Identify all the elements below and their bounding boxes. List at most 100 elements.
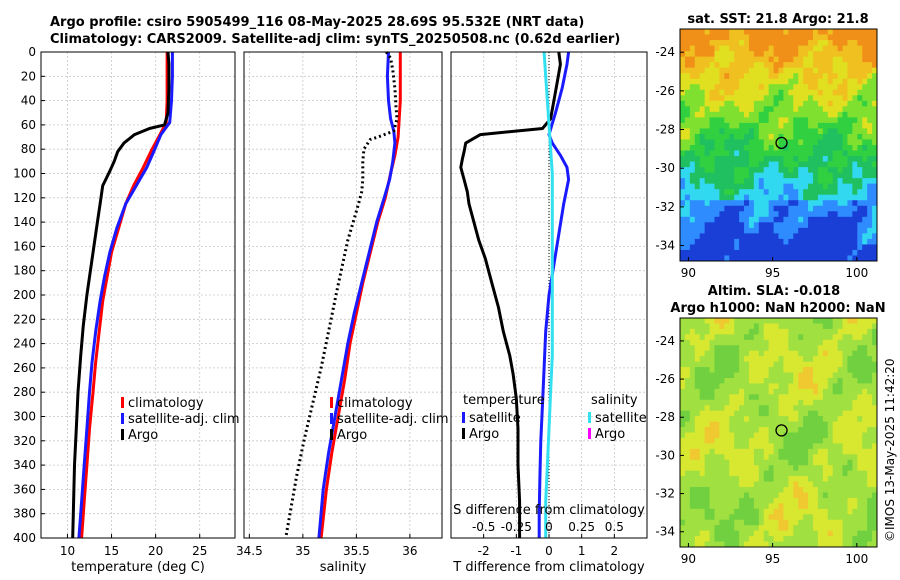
map-cell <box>842 145 848 152</box>
y-tick-label: 80 <box>21 142 36 156</box>
map-cell <box>739 508 745 515</box>
map-cell <box>739 443 745 450</box>
map-cell <box>793 497 799 504</box>
map-cell <box>694 238 701 245</box>
map-cell <box>872 238 878 245</box>
map-cell <box>714 178 720 185</box>
map-cell <box>748 117 755 124</box>
map-cell <box>729 345 735 352</box>
map-cell <box>768 530 775 537</box>
map-cell <box>867 78 873 85</box>
y-tick-label: -24 <box>655 45 675 59</box>
map-cell <box>704 519 711 526</box>
map-cell <box>704 448 711 455</box>
map-cell <box>714 167 720 174</box>
map-cell <box>768 95 775 102</box>
map-cell <box>744 388 750 395</box>
map-cell <box>773 84 779 91</box>
map-cell <box>857 459 863 466</box>
map-cell <box>694 405 701 412</box>
map-cell <box>758 205 765 212</box>
map-cell <box>734 323 740 330</box>
map-cell <box>847 227 853 234</box>
map-cell <box>699 377 706 384</box>
sst-map-panel: sat. SST: 21.8 Argo: 21.890 95 100-24-26-2… <box>655 12 878 280</box>
map-cell <box>862 111 868 118</box>
map-cell <box>808 405 814 412</box>
map-cell <box>837 62 844 69</box>
map-cell <box>847 541 853 548</box>
map-cell <box>808 367 814 374</box>
map-cell <box>852 128 858 135</box>
map-cell <box>729 410 735 417</box>
map-cell <box>714 106 720 113</box>
map-cell <box>694 399 701 406</box>
map-cell <box>847 161 853 168</box>
map-cell <box>694 476 701 483</box>
map-cell <box>734 51 740 58</box>
climatology-legend-swatch <box>330 397 333 408</box>
map-cell <box>724 238 730 245</box>
map-cell <box>763 200 770 207</box>
map-cell <box>798 200 804 207</box>
map-cell <box>758 377 765 384</box>
map-cell <box>783 51 789 58</box>
map-cell <box>857 211 863 218</box>
map-cell <box>729 448 735 455</box>
map-cell <box>709 361 715 368</box>
map-cell <box>832 95 839 102</box>
map-cell <box>753 211 760 218</box>
secondary-x-tick-label: 0.5 <box>605 520 624 534</box>
map-cell <box>680 372 686 379</box>
map-cell <box>788 194 794 201</box>
map-cell <box>689 530 696 537</box>
map-cell <box>699 84 706 91</box>
map-cell <box>822 145 829 152</box>
map-cell <box>763 345 770 352</box>
map-cell <box>822 211 829 218</box>
map-cell <box>827 487 834 493</box>
map-cell <box>862 122 868 129</box>
map-cell <box>753 189 760 196</box>
map-cell <box>837 399 844 406</box>
map-cell <box>768 372 775 379</box>
map-cell <box>803 67 809 74</box>
map-cell <box>734 189 740 196</box>
map-cell <box>852 508 858 515</box>
map-cell <box>734 172 740 179</box>
map-cell <box>684 106 691 113</box>
y-tick-label: 380 <box>13 507 36 521</box>
map-cell <box>778 233 784 240</box>
map-cell <box>744 459 750 466</box>
map-cell <box>852 519 858 526</box>
map-cell <box>872 377 878 384</box>
map-cell <box>704 323 711 330</box>
map-cell <box>817 410 824 417</box>
map-cell <box>773 40 779 47</box>
x-tick-label: 90 <box>681 552 696 566</box>
map-cell <box>709 183 715 190</box>
map-cell <box>798 128 804 135</box>
map-cell <box>689 244 696 251</box>
map-cell <box>709 40 715 47</box>
map-cell <box>817 339 824 346</box>
map-cell <box>694 233 701 240</box>
map-cell <box>748 443 755 450</box>
map-cell <box>793 167 799 174</box>
map-cell <box>822 454 829 461</box>
map-cell <box>689 139 696 146</box>
map-cell <box>793 139 799 146</box>
map-cell <box>768 487 775 493</box>
map-cell <box>827 150 834 157</box>
map-cell <box>719 377 725 384</box>
map-cell <box>867 383 873 390</box>
map-cell <box>872 255 878 262</box>
map-cell <box>852 405 858 412</box>
map-cell <box>744 361 750 368</box>
map-cell <box>689 497 696 504</box>
map-cell <box>803 405 809 412</box>
map-cell <box>783 356 789 363</box>
map-cell <box>817 405 824 412</box>
map-cell <box>808 222 814 229</box>
map-cell <box>719 361 725 368</box>
